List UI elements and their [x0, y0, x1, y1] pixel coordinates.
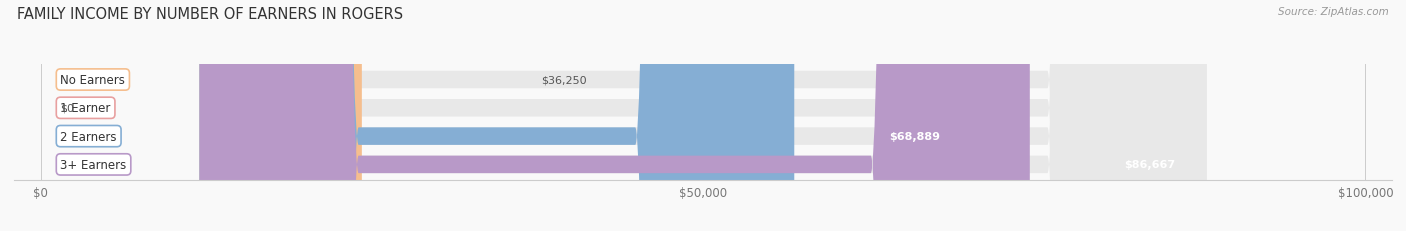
FancyBboxPatch shape — [200, 0, 1206, 231]
FancyBboxPatch shape — [200, 0, 361, 231]
Text: $86,667: $86,667 — [1125, 160, 1175, 170]
Text: Source: ZipAtlas.com: Source: ZipAtlas.com — [1278, 7, 1389, 17]
Text: No Earners: No Earners — [60, 74, 125, 87]
Text: 3+ Earners: 3+ Earners — [60, 158, 127, 171]
FancyBboxPatch shape — [200, 0, 1206, 231]
Text: 2 Earners: 2 Earners — [60, 130, 117, 143]
FancyBboxPatch shape — [200, 0, 1206, 231]
Text: $68,889: $68,889 — [889, 131, 941, 142]
FancyBboxPatch shape — [200, 0, 1206, 231]
Text: $36,250: $36,250 — [541, 75, 586, 85]
Text: FAMILY INCOME BY NUMBER OF EARNERS IN ROGERS: FAMILY INCOME BY NUMBER OF EARNERS IN RO… — [17, 7, 404, 22]
Text: $0: $0 — [60, 103, 75, 113]
FancyBboxPatch shape — [200, 0, 1029, 231]
FancyBboxPatch shape — [200, 0, 794, 231]
Text: 1 Earner: 1 Earner — [60, 102, 111, 115]
